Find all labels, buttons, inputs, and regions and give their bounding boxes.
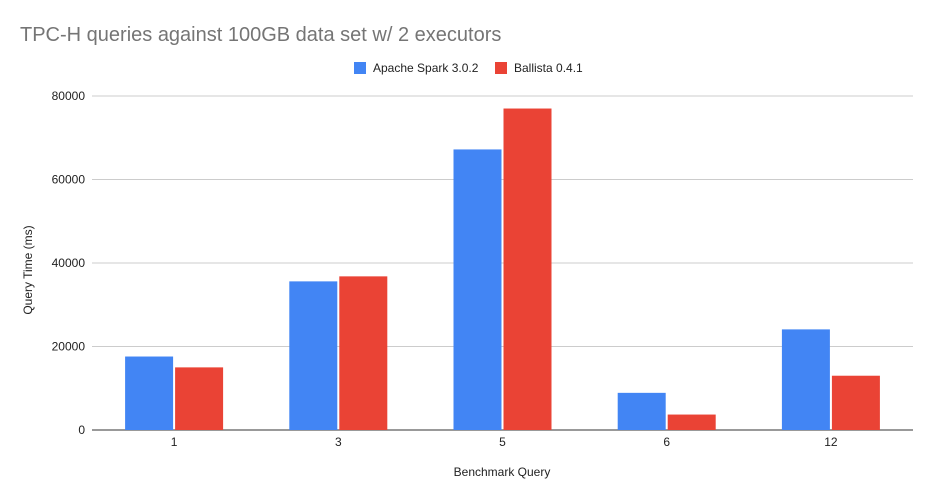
chart-title: TPC-H queries against 100GB data set w/ … (20, 24, 501, 46)
y-tick-label: 80000 (52, 89, 86, 103)
legend-label-spark: Apache Spark 3.0.2 (373, 61, 479, 75)
bar-spark-q5 (453, 149, 502, 430)
y-tick-label: 0 (78, 423, 85, 437)
y-axis-ticks: 0 20000 40000 60000 80000 (52, 89, 86, 437)
x-tick-label: 5 (499, 435, 506, 449)
bar-ballista-q6 (667, 414, 716, 430)
bar-ballista-q12 (831, 375, 880, 430)
y-tick-label: 20000 (52, 340, 86, 354)
bar-spark-q3 (289, 281, 338, 430)
y-tick-label: 60000 (52, 173, 86, 187)
legend-swatch-spark (354, 62, 366, 74)
bar-spark-q1 (125, 356, 174, 430)
legend-swatch-ballista (495, 62, 507, 74)
bar-ballista-q1 (175, 367, 224, 430)
legend: Apache Spark 3.0.2 Ballista 0.4.1 (354, 61, 583, 75)
bar-ballista-q5 (503, 108, 552, 431)
x-tick-label: 3 (335, 435, 342, 449)
x-axis-ticks: 1 3 5 6 12 (171, 435, 838, 449)
y-tick-label: 40000 (52, 256, 86, 270)
x-tick-label: 1 (171, 435, 178, 449)
bar-ballista-q3 (339, 276, 388, 430)
x-axis-label: Benchmark Query (454, 465, 551, 479)
x-tick-label: 6 (663, 435, 670, 449)
x-tick-label: 12 (824, 435, 838, 449)
gridlines (92, 95, 913, 431)
bar-spark-q6 (617, 392, 666, 430)
y-axis-label: Query Time (ms) (21, 225, 35, 314)
bars (125, 108, 880, 431)
bar-spark-q12 (781, 329, 830, 430)
legend-label-ballista: Ballista 0.4.1 (514, 61, 583, 75)
